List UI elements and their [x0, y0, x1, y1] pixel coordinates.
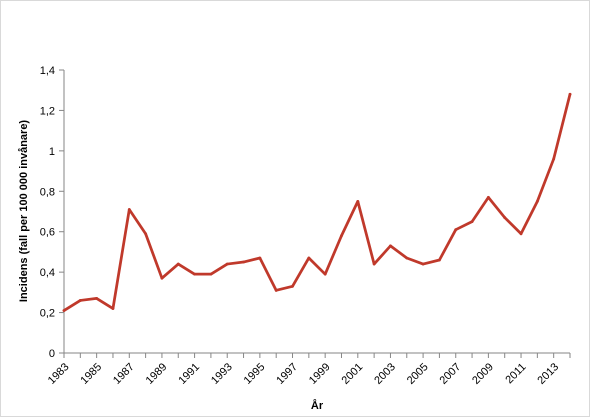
data-point	[389, 244, 392, 248]
y-tick-label: 0,2	[40, 308, 55, 320]
x-ticks: 1983 1985 1987 1989 1991 1993 1995 1997 1999 2001…	[46, 353, 571, 387]
x-tick-label: 1991	[176, 361, 202, 387]
y-ticks: 0 0,2 0,4 0,6 0,8 1 1,2 1,4	[40, 65, 64, 360]
data-point	[535, 199, 539, 203]
data-point	[340, 234, 343, 238]
data-point	[258, 256, 262, 260]
x-tick-label: 1987	[111, 361, 137, 387]
y-tick-label: 0,4	[40, 267, 55, 279]
x-axis-title: År	[311, 399, 324, 412]
data-point	[291, 284, 294, 288]
data-point	[519, 232, 523, 236]
x-tick-label: 2005	[405, 361, 431, 387]
x-tick-label: 2003	[372, 361, 398, 387]
data-point	[176, 262, 180, 266]
y-tick-label: 1	[49, 146, 55, 158]
x-tick-label: 2001	[340, 361, 366, 387]
data-point	[421, 262, 425, 266]
data-point	[307, 256, 311, 260]
data-point	[323, 272, 327, 276]
data-point	[438, 258, 441, 262]
y-tick-label: 1,4	[40, 65, 55, 77]
data-point	[405, 256, 409, 260]
data-point	[144, 232, 148, 236]
y-tick-label: 1,2	[40, 105, 55, 117]
x-tick-label: 2009	[470, 361, 496, 387]
x-tick-label: 1999	[307, 361, 333, 387]
data-point	[127, 208, 131, 211]
data-point	[62, 309, 66, 312]
y-tick-label: 0,8	[40, 186, 55, 198]
data-point	[552, 157, 556, 161]
data-point	[111, 307, 115, 310]
data-point	[242, 260, 245, 264]
x-tick-label: 1989	[144, 361, 170, 387]
x-tick-label: 1983	[46, 361, 72, 387]
data-point	[160, 276, 164, 280]
axes	[63, 70, 570, 354]
x-tick-label: 1997	[274, 361, 300, 387]
x-tick-label: 1993	[209, 361, 235, 387]
data-point	[568, 92, 572, 96]
data-point	[225, 262, 229, 266]
x-tick-label: 2013	[535, 361, 561, 387]
y-axis-title: Incidens (fall per 100 000 invånare)	[18, 120, 30, 303]
y-tick-label: 0	[49, 348, 55, 360]
series-layer	[62, 92, 572, 312]
x-tick-label: 1985	[78, 361, 104, 387]
x-tick-label: 1995	[242, 361, 268, 387]
data-point	[503, 216, 507, 219]
data-point	[486, 195, 490, 199]
data-point	[193, 272, 196, 276]
series-line	[62, 92, 572, 312]
data-point	[356, 199, 360, 203]
data-point	[274, 288, 278, 292]
x-tick-label: 2011	[503, 361, 528, 386]
y-tick-label: 0,6	[40, 227, 55, 239]
data-point	[209, 272, 213, 276]
data-point	[470, 220, 474, 224]
x-tick-label: 2007	[438, 361, 464, 387]
data-point	[78, 299, 82, 302]
data-point	[454, 228, 458, 232]
data-point	[95, 297, 99, 300]
data-point	[372, 262, 376, 266]
